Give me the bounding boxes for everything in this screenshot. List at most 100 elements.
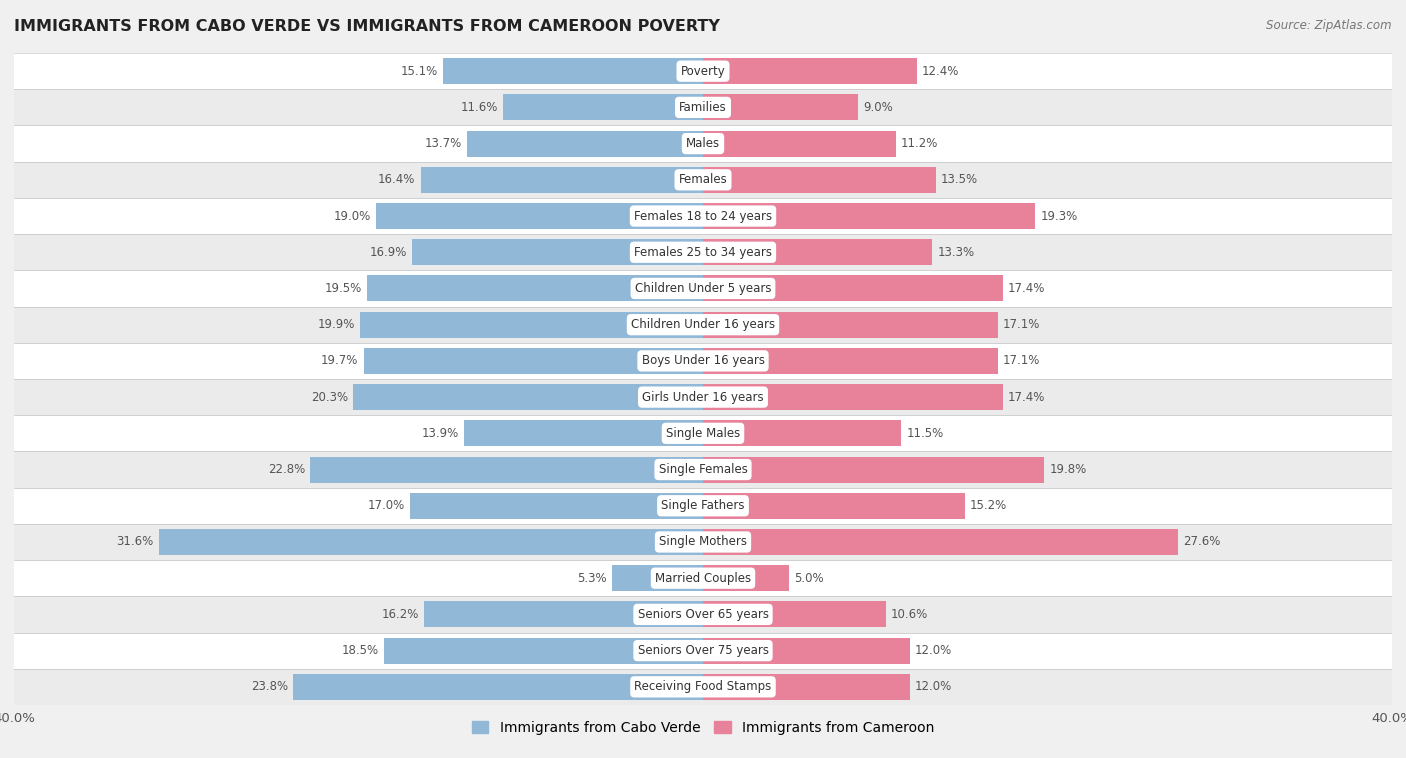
Bar — [14, 415, 1392, 452]
Text: 12.0%: 12.0% — [915, 681, 952, 694]
Bar — [467, 130, 703, 157]
Text: Families: Families — [679, 101, 727, 114]
Text: 17.1%: 17.1% — [1002, 318, 1040, 331]
Bar — [14, 234, 1392, 271]
Legend: Immigrants from Cabo Verde, Immigrants from Cameroon: Immigrants from Cabo Verde, Immigrants f… — [467, 716, 939, 741]
Bar — [503, 94, 703, 121]
Bar — [14, 271, 1392, 306]
Bar — [159, 529, 703, 555]
Bar — [14, 560, 1392, 597]
Text: 9.0%: 9.0% — [863, 101, 893, 114]
Text: 19.5%: 19.5% — [325, 282, 361, 295]
Text: 20.3%: 20.3% — [311, 390, 349, 403]
Bar — [420, 167, 703, 193]
Text: 12.4%: 12.4% — [922, 64, 959, 77]
Text: 13.9%: 13.9% — [422, 427, 458, 440]
Text: 23.8%: 23.8% — [250, 681, 288, 694]
Bar — [367, 275, 703, 302]
Bar — [375, 203, 703, 229]
Text: 27.6%: 27.6% — [1184, 535, 1220, 549]
Bar — [703, 565, 789, 591]
Bar — [703, 58, 917, 84]
Text: Girls Under 16 years: Girls Under 16 years — [643, 390, 763, 403]
Bar — [703, 674, 910, 700]
Bar — [703, 420, 901, 446]
Bar — [703, 94, 858, 121]
Text: IMMIGRANTS FROM CABO VERDE VS IMMIGRANTS FROM CAMEROON POVERTY: IMMIGRANTS FROM CABO VERDE VS IMMIGRANTS… — [14, 19, 720, 34]
Bar — [703, 130, 896, 157]
Bar — [612, 565, 703, 591]
Bar — [14, 343, 1392, 379]
Text: 19.8%: 19.8% — [1049, 463, 1087, 476]
Bar — [353, 384, 703, 410]
Text: 5.0%: 5.0% — [794, 572, 824, 584]
Text: 31.6%: 31.6% — [117, 535, 153, 549]
Bar — [364, 348, 703, 374]
Text: Seniors Over 65 years: Seniors Over 65 years — [637, 608, 769, 621]
Bar — [14, 524, 1392, 560]
Text: Married Couples: Married Couples — [655, 572, 751, 584]
Bar — [464, 420, 703, 446]
Text: 19.9%: 19.9% — [318, 318, 356, 331]
Bar — [703, 275, 1002, 302]
Bar — [703, 637, 910, 664]
Bar — [292, 674, 703, 700]
Bar — [14, 161, 1392, 198]
Text: 18.5%: 18.5% — [342, 644, 380, 657]
Bar — [703, 529, 1178, 555]
Text: 17.0%: 17.0% — [368, 500, 405, 512]
Text: 5.3%: 5.3% — [576, 572, 606, 584]
Text: Children Under 5 years: Children Under 5 years — [634, 282, 772, 295]
Bar — [703, 167, 935, 193]
Text: 16.2%: 16.2% — [381, 608, 419, 621]
Text: Children Under 16 years: Children Under 16 years — [631, 318, 775, 331]
Bar — [311, 456, 703, 483]
Bar — [14, 379, 1392, 415]
Text: 15.2%: 15.2% — [970, 500, 1007, 512]
Bar — [14, 452, 1392, 487]
Bar — [703, 601, 886, 628]
Bar — [425, 601, 703, 628]
Text: 19.3%: 19.3% — [1040, 209, 1078, 223]
Bar — [703, 456, 1045, 483]
Text: 10.6%: 10.6% — [891, 608, 928, 621]
Text: Females: Females — [679, 174, 727, 186]
Text: Females 25 to 34 years: Females 25 to 34 years — [634, 246, 772, 258]
Bar — [443, 58, 703, 84]
Bar — [14, 126, 1392, 161]
Bar — [14, 53, 1392, 89]
Text: Males: Males — [686, 137, 720, 150]
Bar — [384, 637, 703, 664]
Bar — [703, 240, 932, 265]
Bar — [412, 240, 703, 265]
Bar — [14, 632, 1392, 669]
Text: 17.4%: 17.4% — [1008, 390, 1045, 403]
Text: 13.5%: 13.5% — [941, 174, 977, 186]
Text: 19.0%: 19.0% — [333, 209, 371, 223]
Bar — [411, 493, 703, 518]
Text: 17.1%: 17.1% — [1002, 355, 1040, 368]
Bar — [14, 597, 1392, 632]
Bar — [703, 312, 997, 338]
Text: 11.2%: 11.2% — [901, 137, 938, 150]
Text: 17.4%: 17.4% — [1008, 282, 1045, 295]
Text: Source: ZipAtlas.com: Source: ZipAtlas.com — [1267, 19, 1392, 32]
Text: 22.8%: 22.8% — [269, 463, 305, 476]
Text: 13.7%: 13.7% — [425, 137, 461, 150]
Bar — [703, 493, 965, 518]
Bar — [14, 198, 1392, 234]
Text: Females 18 to 24 years: Females 18 to 24 years — [634, 209, 772, 223]
Text: 19.7%: 19.7% — [321, 355, 359, 368]
Bar — [703, 384, 1002, 410]
Text: Seniors Over 75 years: Seniors Over 75 years — [637, 644, 769, 657]
Text: 13.3%: 13.3% — [938, 246, 974, 258]
Text: Poverty: Poverty — [681, 64, 725, 77]
Bar — [703, 203, 1035, 229]
Text: Single Fathers: Single Fathers — [661, 500, 745, 512]
Bar — [14, 89, 1392, 126]
Bar — [14, 487, 1392, 524]
Bar — [14, 669, 1392, 705]
Text: 11.6%: 11.6% — [461, 101, 498, 114]
Text: 12.0%: 12.0% — [915, 644, 952, 657]
Bar — [360, 312, 703, 338]
